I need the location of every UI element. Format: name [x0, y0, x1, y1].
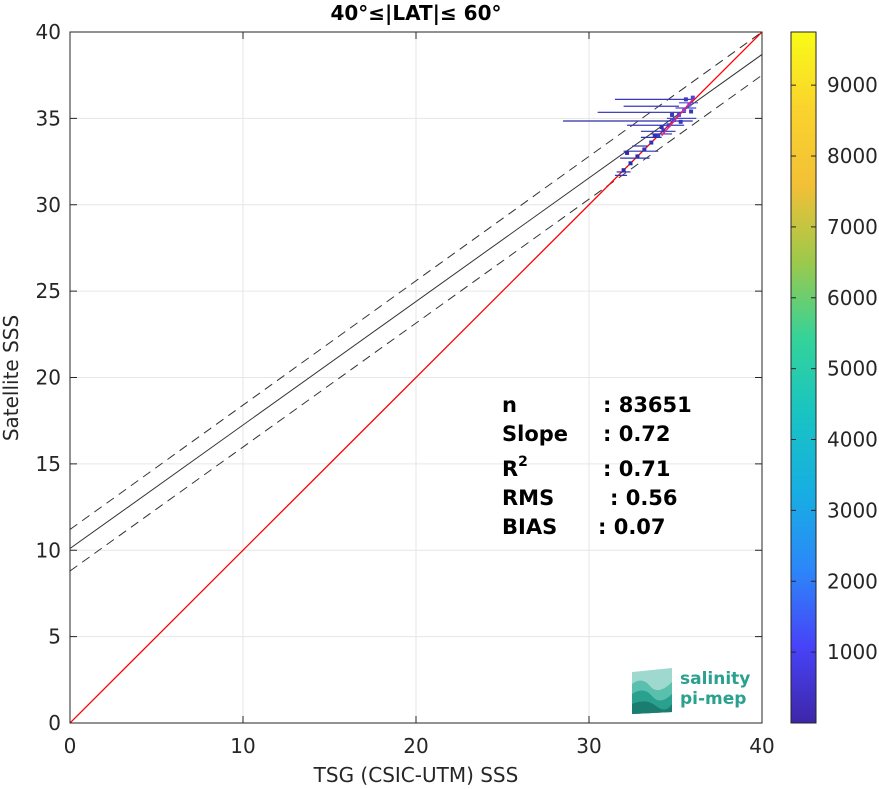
x-axis-label: TSG (CSIC-UTM) SSS: [313, 763, 519, 787]
density-point-12: [690, 95, 695, 100]
density-marks: [563, 95, 698, 176]
density-point-16: [659, 125, 664, 130]
colorbar-ticks: 1000 2000 3000 4000 5000 6000 7000 8000 9000: [791, 73, 878, 664]
x-axis-ticks: 0 10 20 30 40: [64, 32, 775, 758]
y-tick-label-7: 35: [36, 106, 61, 130]
density-point-0: [621, 168, 626, 173]
density-point-15: [670, 112, 675, 117]
y-tick-label-8: 40: [36, 20, 61, 44]
stat-label-0: n: [502, 393, 517, 417]
density-point-6: [661, 128, 666, 133]
colorbar-tick-label-6: 7000: [827, 215, 878, 239]
stat-label-1: Slope: [502, 422, 568, 446]
salinity-pi-mep-logo: salinity pi-mep: [632, 668, 750, 714]
chart-title: 40°≤|LAT|≤ 60°: [330, 1, 501, 25]
identity-line: [70, 32, 762, 723]
stat-value-0: : 83651: [603, 393, 692, 417]
stat-label-3: RMS: [502, 486, 554, 510]
y-axis-label: Satellite SSS: [0, 315, 23, 441]
colorbar-tick-label-2: 3000: [827, 498, 878, 522]
colorbar-tick-label-3: 4000: [827, 428, 878, 452]
colorbar-tick-label-1: 2000: [827, 569, 878, 593]
density-point-18: [652, 133, 657, 138]
x-tick-label-1: 10: [230, 734, 255, 758]
y-tick-label-0: 0: [48, 711, 61, 735]
x-tick-label-2: 20: [403, 734, 428, 758]
colorbar: [790, 31, 817, 724]
colorbar-tick-label-8: 9000: [827, 73, 878, 97]
density-peak-mark: [661, 98, 694, 137]
density-point-19: [625, 150, 630, 155]
x-tick-label-4: 40: [749, 734, 774, 758]
y-axis-ticks: 0 5 10 15 20 25 30 35 40: [36, 20, 762, 735]
x-tick-label-3: 30: [576, 734, 601, 758]
stat-value-2: : 0.71: [603, 457, 671, 481]
colorbar-tick-label-4: 5000: [827, 357, 878, 381]
stat-value-1: : 0.72: [603, 422, 671, 446]
y-tick-label-2: 10: [36, 538, 61, 562]
density-point-13: [683, 97, 688, 102]
y-tick-label-3: 15: [36, 452, 61, 476]
colorbar-tick-label-5: 6000: [827, 286, 878, 310]
density-point-2: [635, 154, 640, 159]
density-point-11: [687, 102, 692, 107]
density-point-5: [656, 133, 661, 138]
y-tick-label-4: 20: [36, 366, 61, 390]
wave-logo-icon: [632, 668, 672, 714]
stat-label-4: BIAS: [502, 515, 557, 539]
fit-band-upper: [70, 32, 762, 530]
stat-value-4: : 0.07: [598, 515, 666, 539]
density-point-17: [678, 119, 683, 124]
y-tick-label-6: 30: [36, 193, 61, 217]
y-tick-label-5: 25: [36, 279, 61, 303]
density-point-7: [666, 123, 671, 128]
colorbar-tick-label-7: 8000: [827, 144, 878, 168]
stat-value-3: : 0.56: [610, 486, 678, 510]
logo-line2: pi-mep: [680, 689, 746, 709]
x-tick-label-0: 0: [64, 734, 77, 758]
colorbar-tick-label-0: 1000: [827, 640, 878, 664]
density-point-14: [689, 109, 694, 114]
density-point-4: [649, 140, 654, 145]
y-tick-label-1: 5: [48, 625, 61, 649]
density-point-8: [671, 118, 676, 123]
density-point-3: [642, 147, 647, 152]
logo-line1: salinity: [680, 669, 750, 689]
density-point-1: [628, 161, 633, 166]
